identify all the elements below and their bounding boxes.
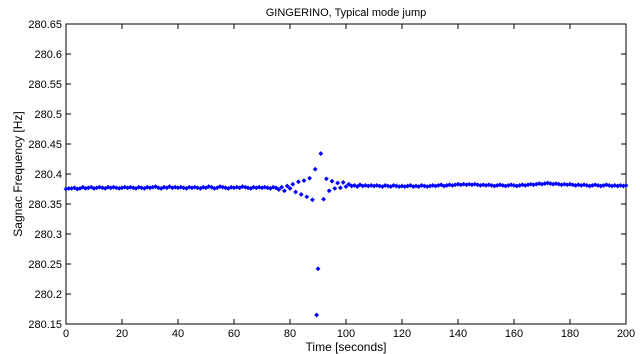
x-axis: 0 20 40 60 80 100 120 140 160 180 200 bbox=[63, 24, 635, 340]
data-point bbox=[80, 184, 86, 190]
y-tick-label: 280.55 bbox=[28, 79, 62, 91]
data-point bbox=[545, 180, 551, 186]
data-point bbox=[377, 183, 383, 189]
data-point bbox=[318, 151, 324, 157]
data-point bbox=[276, 187, 282, 193]
data-point bbox=[489, 182, 495, 188]
data-point bbox=[561, 181, 567, 187]
data-point bbox=[329, 178, 335, 184]
data-point bbox=[315, 266, 321, 272]
data-point bbox=[346, 181, 352, 187]
data-point bbox=[312, 166, 318, 172]
x-tick-label: 140 bbox=[449, 328, 467, 340]
x-tick-label: 40 bbox=[172, 328, 184, 340]
y-tick-label: 280.6 bbox=[34, 49, 62, 61]
data-point bbox=[301, 178, 307, 184]
data-point bbox=[461, 181, 467, 187]
data-point bbox=[287, 185, 293, 191]
data-point bbox=[105, 184, 111, 190]
data-point bbox=[172, 184, 178, 190]
x-tick-label: 160 bbox=[505, 328, 523, 340]
data-point bbox=[556, 181, 562, 187]
data-point bbox=[584, 182, 590, 188]
data-point bbox=[293, 189, 299, 195]
y-axis: 280.15 280.2 280.25 280.3 280.35 280.4 280.45 2… bbox=[28, 19, 626, 331]
data-point bbox=[413, 183, 419, 189]
data-point bbox=[475, 182, 481, 188]
data-point bbox=[127, 184, 133, 190]
data-point bbox=[144, 184, 150, 190]
data-point bbox=[88, 184, 94, 190]
data-point bbox=[332, 185, 338, 191]
data-point bbox=[295, 179, 301, 185]
plot-area bbox=[65, 23, 627, 325]
x-tick-label: 180 bbox=[561, 328, 579, 340]
data-point bbox=[186, 184, 192, 190]
x-tick-label: 60 bbox=[228, 328, 240, 340]
y-tick-label: 280.3 bbox=[34, 229, 62, 241]
y-tick-label: 280.2 bbox=[34, 289, 62, 301]
x-tick-label: 0 bbox=[63, 328, 69, 340]
x-axis-label: Time [seconds] bbox=[306, 340, 387, 354]
y-tick-label: 280.45 bbox=[28, 139, 62, 151]
data-point bbox=[281, 188, 287, 194]
data-point bbox=[393, 183, 399, 189]
data-point bbox=[262, 184, 268, 190]
x-tick-label: 20 bbox=[116, 328, 128, 340]
data-point bbox=[528, 181, 534, 187]
data-point bbox=[122, 184, 128, 190]
y-tick-label: 280.35 bbox=[28, 199, 62, 211]
data-points bbox=[63, 151, 629, 318]
data-point bbox=[307, 175, 313, 181]
x-tick-label: 120 bbox=[393, 328, 411, 340]
x-tick-label: 80 bbox=[284, 328, 296, 340]
data-point bbox=[304, 194, 310, 200]
y-tick-label: 280.25 bbox=[28, 259, 62, 271]
data-point bbox=[472, 181, 478, 187]
data-point bbox=[335, 180, 341, 186]
chart-title: GINGERINO, Typical mode jump bbox=[266, 7, 427, 19]
data-point bbox=[419, 182, 425, 188]
data-point bbox=[242, 184, 248, 190]
data-point bbox=[284, 183, 290, 189]
data-point bbox=[421, 183, 427, 189]
data-point bbox=[337, 185, 343, 191]
data-point bbox=[363, 182, 369, 188]
data-point bbox=[612, 182, 618, 188]
data-point bbox=[623, 182, 629, 188]
y-tick-label: 280.65 bbox=[28, 19, 62, 31]
data-point bbox=[570, 182, 576, 188]
data-point bbox=[447, 182, 453, 188]
data-point bbox=[309, 197, 315, 203]
y-tick-label: 280.5 bbox=[34, 109, 62, 121]
data-point bbox=[340, 179, 346, 185]
x-tick-label: 100 bbox=[337, 328, 355, 340]
data-point bbox=[290, 181, 296, 187]
data-point bbox=[200, 184, 206, 190]
data-point bbox=[228, 184, 234, 190]
y-axis-label: Sagnac Frequency [Hz] bbox=[11, 111, 25, 236]
y-tick-label: 280.4 bbox=[34, 169, 62, 181]
data-point bbox=[343, 184, 349, 190]
data-point bbox=[161, 184, 167, 190]
y-tick-label: 280.15 bbox=[28, 319, 62, 331]
data-point bbox=[326, 188, 332, 194]
data-point bbox=[391, 182, 397, 188]
data-point bbox=[279, 184, 285, 190]
data-point bbox=[455, 181, 461, 187]
x-tick-label: 200 bbox=[617, 328, 635, 340]
data-point bbox=[265, 185, 271, 191]
data-point bbox=[111, 184, 117, 190]
data-point bbox=[97, 184, 103, 190]
data-point bbox=[314, 312, 320, 318]
data-point bbox=[385, 183, 391, 189]
data-point bbox=[323, 176, 329, 182]
data-point bbox=[399, 183, 405, 189]
data-point bbox=[298, 191, 304, 197]
data-point bbox=[321, 196, 327, 202]
